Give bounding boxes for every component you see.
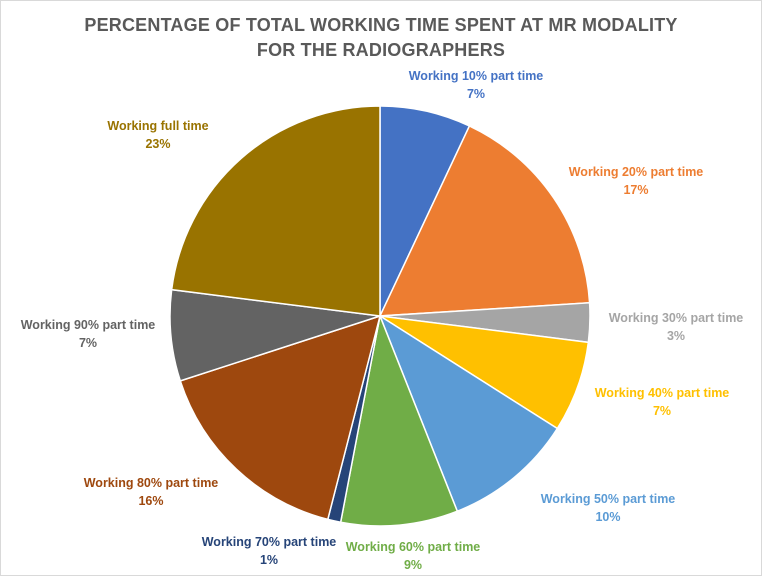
chart-title-line-2: FOR THE RADIOGRAPHERS xyxy=(256,40,506,60)
slice-label: Working 90% part time xyxy=(21,318,156,332)
slice-value-label: 17% xyxy=(623,183,648,197)
slice-value-label: 10% xyxy=(595,510,620,524)
slice-label: Working full time xyxy=(107,119,208,133)
slice-value-label: 16% xyxy=(138,494,163,508)
chart-title: PERCENTAGE OF TOTAL WORKING TIME SPENT A… xyxy=(1,13,761,63)
slice-label: Working 70% part time xyxy=(202,535,337,549)
slice-value-label: 23% xyxy=(145,137,170,151)
pie-slice xyxy=(378,314,559,513)
slice-label: Working 10% part time xyxy=(409,69,544,83)
pie-slice xyxy=(339,313,459,527)
pie-slice xyxy=(179,314,382,521)
slice-value-label: 7% xyxy=(467,87,485,101)
chart-title-line-1: PERCENTAGE OF TOTAL WORKING TIME SPENT A… xyxy=(84,15,678,35)
slice-label: Working 50% part time xyxy=(541,492,676,506)
slice-value-label: 7% xyxy=(653,404,671,418)
slice-value-label: 1% xyxy=(260,553,278,567)
slice-label: Working 80% part time xyxy=(84,476,219,490)
slice-label: Working 60% part time xyxy=(346,540,481,554)
slice-value-label: 3% xyxy=(667,329,685,343)
slice-label: Working 40% part time xyxy=(595,386,730,400)
pie-slice xyxy=(170,105,381,317)
slice-value-label: 9% xyxy=(404,558,422,572)
pie-slice xyxy=(378,124,591,317)
slice-label: Working 30% part time xyxy=(609,311,744,325)
slice-label: Working 20% part time xyxy=(569,165,704,179)
slice-value-label: 7% xyxy=(79,336,97,350)
